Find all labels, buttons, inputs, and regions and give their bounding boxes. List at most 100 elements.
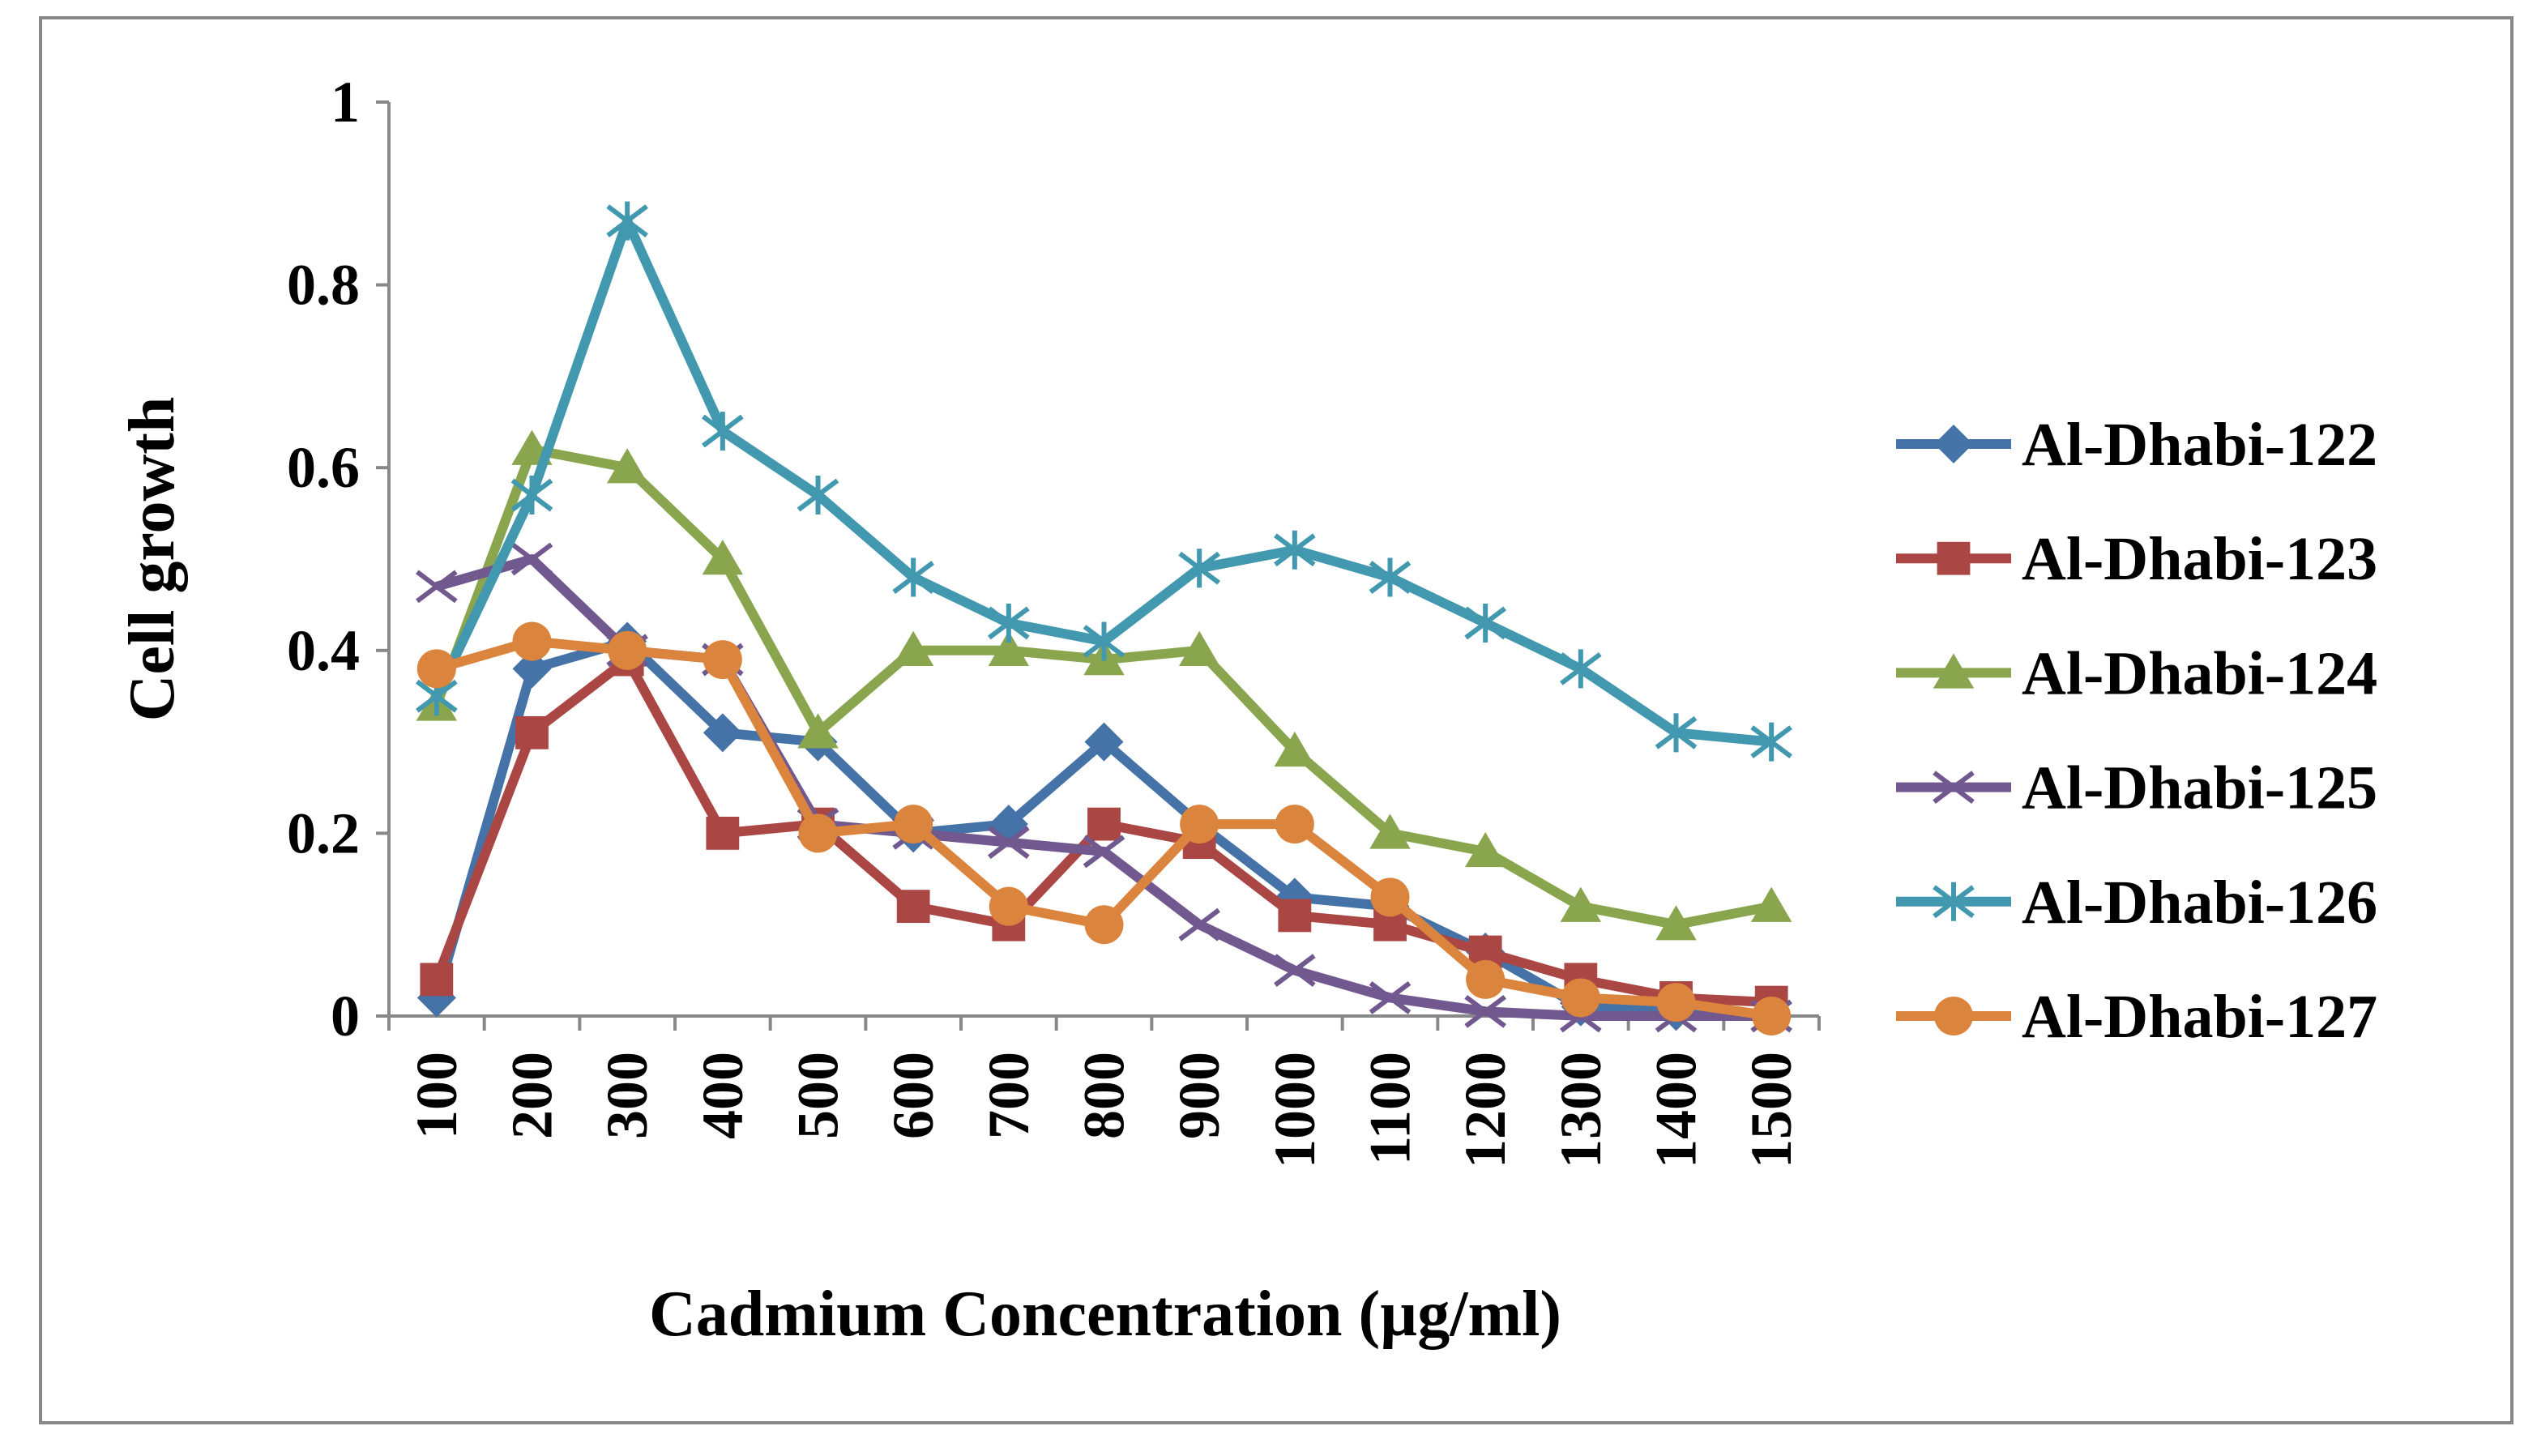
triangle-marker [606,448,648,484]
triangle-marker [1464,831,1506,868]
triangle-marker [1750,886,1792,922]
y-tick-label: 0 [331,984,360,1048]
circle-marker [894,805,933,844]
circle-marker [1934,997,1973,1035]
triangle-marker [892,630,934,666]
circle-marker [798,813,838,853]
legend-label: Al-Dhabi-122 [2022,411,2377,479]
legend-item: Al-Dhabi-123 [1896,525,2377,593]
x-marker [1083,835,1125,869]
circle-marker [1561,978,1600,1018]
x-tick-label: 100 [404,1052,469,1139]
asterisk-marker [1178,549,1220,588]
asterisk-marker [606,201,648,241]
y-axis-title: Cell growth [117,397,188,722]
triangle-marker [702,540,744,575]
legend-label: Al-Dhabi-124 [2022,639,2377,707]
x-tick-label: 1200 [1453,1052,1518,1168]
asterisk-marker [988,603,1030,643]
triangle-marker [1655,905,1697,941]
square-marker [515,715,549,749]
asterisk-marker [1369,557,1412,597]
legend-label: Al-Dhabi-123 [2022,525,2377,593]
x-tick-label: 1000 [1262,1052,1327,1168]
x-marker [1274,954,1316,987]
square-marker [420,963,454,997]
circle-marker [1656,983,1696,1023]
circle-marker [1466,959,1506,999]
circle-marker [416,649,456,689]
asterisk-marker [702,412,744,451]
legend-item: Al-Dhabi-125 [1896,754,2377,822]
series-layer [416,201,1792,1035]
legend: Al-Dhabi-122 Al-Dhabi-123 Al-Dhabi-124 Al-D… [1896,411,2377,1051]
diamond-marker [1084,722,1124,762]
x-marker [988,826,1030,860]
series-al-dhabi-126 [416,201,1792,762]
legend-label: Al-Dhabi-125 [2022,754,2377,822]
asterisk-marker [1655,713,1698,753]
square-marker [1937,541,1971,575]
asterisk-marker [1560,649,1602,689]
series-al-dhabi-127 [416,621,1792,1035]
diamond-marker [1934,425,1973,463]
diamond-marker [512,649,552,689]
circle-marker [1275,805,1314,844]
y-tick-label: 0.8 [287,253,360,318]
asterisk-marker [510,476,553,515]
asterisk-marker [1933,882,1975,921]
x-tick-label: 800 [1072,1052,1137,1139]
y-tick-label: 0.4 [287,618,360,683]
asterisk-marker [1750,722,1792,762]
circle-marker [989,886,1028,926]
circle-marker [512,621,552,661]
legend-item: Al-Dhabi-122 [1896,411,2377,479]
legend-label: Al-Dhabi-127 [2022,983,2377,1051]
asterisk-marker [1083,621,1125,661]
x-tick-label: 1300 [1548,1052,1613,1168]
circle-marker [608,630,647,670]
asterisk-marker [1464,603,1506,643]
chart-border [39,16,2514,1424]
x-tick-label: 900 [1167,1052,1232,1139]
triangle-marker [1560,886,1602,922]
y-tick-label: 1 [331,70,360,134]
y-tick-label: 0.2 [287,801,360,865]
triangle-marker [1178,630,1220,666]
x-marker [416,570,458,604]
x-marker [1369,981,1412,1014]
x-tick-label: 600 [881,1052,946,1139]
circle-marker [1752,997,1792,1035]
asterisk-marker [797,476,839,515]
legend-item: Al-Dhabi-126 [1896,869,2377,937]
triangle-marker [988,630,1030,666]
x-tick-label: 200 [500,1052,565,1139]
circle-marker [1370,877,1410,917]
circle-marker [703,640,742,680]
diamond-marker [703,713,742,753]
square-marker [1087,807,1121,841]
triangle-marker [1933,653,1975,689]
x-tick-label: 1500 [1739,1052,1804,1168]
legend-item: Al-Dhabi-124 [1896,639,2377,707]
circle-marker [1180,805,1219,844]
square-marker [706,817,740,850]
x-tick-label: 1400 [1644,1052,1709,1168]
x-tick-label: 300 [595,1052,660,1139]
x-tick-label: 700 [976,1052,1041,1139]
square-marker [1278,899,1312,933]
asterisk-marker [1274,530,1316,570]
x-tick-label: 1100 [1358,1052,1423,1165]
asterisk-marker [892,557,934,597]
circle-marker [1084,905,1124,945]
x-marker [1933,771,1975,804]
triangle-marker [797,713,839,749]
y-tick-label: 0.6 [287,435,360,500]
x-axis-title: Cadmium Concentration (µg/ml) [649,1279,1561,1350]
x-marker [1178,907,1220,941]
x-marker [510,542,553,576]
triangle-marker [1369,813,1411,849]
triangle-marker [1274,731,1316,767]
